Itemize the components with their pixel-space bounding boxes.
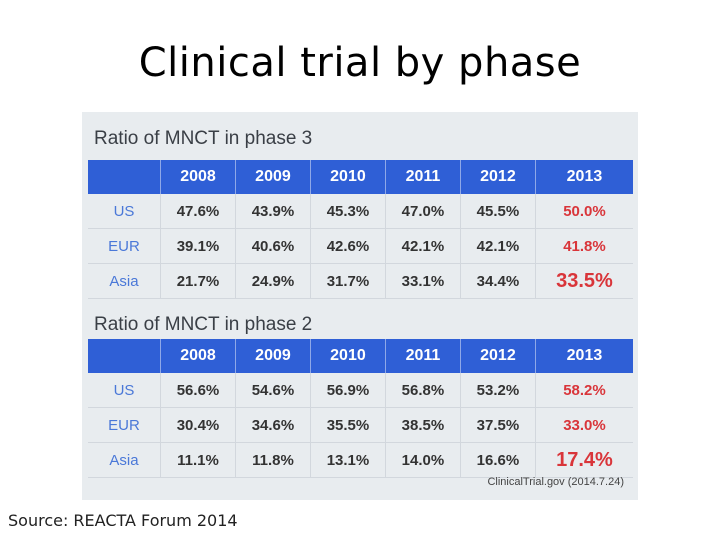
phase2-year-header: 2012	[460, 339, 536, 373]
region-label: US	[88, 373, 161, 408]
table-cell: 53.2%	[460, 373, 536, 408]
table-cell: 14.0%	[385, 442, 461, 478]
phase2-year-header: 2010	[310, 339, 386, 373]
table-cell: 40.6%	[235, 228, 311, 264]
phase3-year-header: 2008	[160, 160, 236, 194]
table-cell-highlight: 33.5%	[535, 263, 633, 299]
phase3-heading: Ratio of MNCT in phase 3	[94, 128, 313, 149]
table-cell: 11.1%	[160, 442, 236, 478]
table-cell: 13.1%	[310, 442, 386, 478]
table-cell: 21.7%	[160, 263, 236, 299]
phase3-year-header: 2010	[310, 160, 386, 194]
region-label: US	[88, 194, 161, 229]
table-cell: 35.5%	[310, 407, 386, 443]
table-cell: 47.0%	[385, 194, 461, 229]
table-cell: 34.4%	[460, 263, 536, 299]
phase2-corner-cell	[88, 339, 161, 373]
table-cell: 11.8%	[235, 442, 311, 478]
data-source-note: ClinicalTrial.gov (2014.7.24)	[487, 476, 624, 488]
table-cell-highlight: 17.4%	[535, 442, 633, 478]
region-label: EUR	[88, 407, 161, 443]
table-cell: 43.9%	[235, 194, 311, 229]
table-row: EUR 30.4% 34.6% 35.5% 38.5% 37.5% 33.0%	[88, 407, 633, 443]
table-cell: 24.9%	[235, 263, 311, 299]
table-cell: 56.9%	[310, 373, 386, 408]
region-label: Asia	[88, 442, 161, 478]
phase2-year-header: 2013	[535, 339, 633, 373]
table-cell: 37.5%	[460, 407, 536, 443]
phase3-header-row: 2008 2009 2010 2011 2012 2013	[88, 160, 633, 194]
table-photo: Ratio of MNCT in phase 3 2008 2009 2010 …	[82, 112, 638, 500]
table-cell: 30.4%	[160, 407, 236, 443]
phase3-corner-cell	[88, 160, 161, 194]
slide-caption: Source: REACTA Forum 2014	[8, 511, 238, 530]
slide-title: Clinical trial by phase	[138, 40, 582, 86]
phase2-year-header: 2011	[385, 339, 461, 373]
phase2-year-header: 2009	[235, 339, 311, 373]
phase2-year-header: 2008	[160, 339, 236, 373]
table-row: US 56.6% 54.6% 56.9% 56.8% 53.2% 58.2%	[88, 373, 633, 408]
table-cell: 39.1%	[160, 228, 236, 264]
phase3-year-header: 2011	[385, 160, 461, 194]
table-cell-highlight: 33.0%	[535, 407, 633, 443]
region-label: EUR	[88, 228, 161, 264]
table-cell: 31.7%	[310, 263, 386, 299]
table-row: Asia 21.7% 24.9% 31.7% 33.1% 34.4% 33.5%	[88, 263, 633, 299]
table-cell-highlight: 50.0%	[535, 194, 633, 229]
table-cell: 45.5%	[460, 194, 536, 229]
table-cell: 56.6%	[160, 373, 236, 408]
table-cell: 56.8%	[385, 373, 461, 408]
phase2-header-row: 2008 2009 2010 2011 2012 2013	[88, 339, 633, 373]
table-cell: 42.1%	[460, 228, 536, 264]
table-row: EUR 39.1% 40.6% 42.6% 42.1% 42.1% 41.8%	[88, 228, 633, 264]
table-cell: 42.1%	[385, 228, 461, 264]
table-cell: 38.5%	[385, 407, 461, 443]
table-cell: 47.6%	[160, 194, 236, 229]
table-cell-highlight: 41.8%	[535, 228, 633, 264]
table-row: US 47.6% 43.9% 45.3% 47.0% 45.5% 50.0%	[88, 194, 633, 229]
phase3-year-header: 2012	[460, 160, 536, 194]
phase2-heading: Ratio of MNCT in phase 2	[94, 314, 313, 335]
phase3-table: 2008 2009 2010 2011 2012 2013 US 47.6% 4…	[88, 160, 633, 299]
region-label: Asia	[88, 263, 161, 299]
table-cell: 34.6%	[235, 407, 311, 443]
table-cell: 54.6%	[235, 373, 311, 408]
phase3-year-header: 2009	[235, 160, 311, 194]
phase3-year-header: 2013	[535, 160, 633, 194]
table-cell: 16.6%	[460, 442, 536, 478]
table-cell: 45.3%	[310, 194, 386, 229]
table-row: Asia 11.1% 11.8% 13.1% 14.0% 16.6% 17.4%	[88, 442, 633, 478]
table-cell: 42.6%	[310, 228, 386, 264]
table-cell: 33.1%	[385, 263, 461, 299]
table-cell-highlight: 58.2%	[535, 373, 633, 408]
phase2-table: 2008 2009 2010 2011 2012 2013 US 56.6% 5…	[88, 339, 633, 478]
